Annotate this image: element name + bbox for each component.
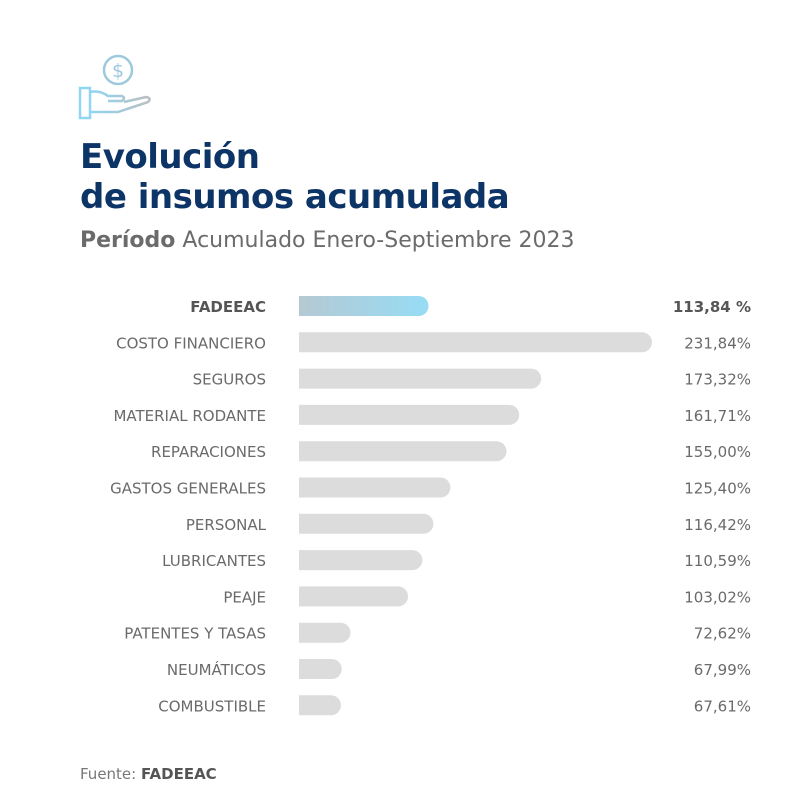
- category-label: PEAJE: [223, 588, 266, 606]
- category-label: MATERIAL RODANTE: [113, 407, 266, 425]
- subtitle: Período Acumulado Enero-Septiembre 2023: [80, 228, 574, 253]
- value-label: 231,84%: [684, 334, 751, 352]
- hand-with-dollar-coin-icon: $: [78, 54, 151, 120]
- category-label: LUBRICANTES: [162, 552, 266, 570]
- value-label: 72,62%: [694, 625, 751, 643]
- source-name: FADEEAC: [140, 765, 217, 783]
- source-label: Fuente:: [80, 765, 141, 783]
- category-label: PATENTES Y TASAS: [124, 625, 266, 643]
- category-label: COSTO FINANCIERO: [116, 334, 266, 352]
- subtitle-period: Acumulado Enero-Septiembre 2023: [175, 228, 575, 253]
- value-label: 110,59%: [684, 552, 751, 570]
- svg-text:$: $: [112, 60, 124, 82]
- bar: [299, 404, 520, 425]
- bar: [299, 659, 342, 679]
- bar: [299, 477, 451, 498]
- category-label: COMBUSTIBLE: [158, 697, 266, 715]
- value-label: 155,00%: [684, 443, 751, 461]
- value-label: 67,61%: [694, 697, 751, 715]
- source-note: Fuente: FADEEAC: [80, 765, 217, 783]
- subtitle-bold: Período: [80, 228, 176, 253]
- category-label: REPARACIONES: [151, 443, 266, 461]
- category-label: FADEEAC: [190, 298, 266, 316]
- bar: [299, 441, 507, 462]
- title-line-1: Evolución: [80, 137, 260, 177]
- bar: [299, 622, 351, 643]
- category-label: SEGUROS: [193, 371, 266, 389]
- value-label: 116,42%: [684, 516, 751, 534]
- category-label: GASTOS GENERALES: [110, 480, 266, 498]
- bar: [299, 332, 653, 353]
- category-label: NEUMÁTICOS: [167, 660, 266, 679]
- value-label: 161,71%: [684, 407, 751, 425]
- bar: [299, 513, 434, 534]
- value-label: 103,02%: [684, 588, 751, 606]
- title-line-2: de insumos acumulada: [80, 177, 510, 217]
- bar: [299, 586, 409, 607]
- value-label: 173,32%: [684, 371, 751, 389]
- value-label: 67,99%: [694, 661, 751, 679]
- bar: [299, 550, 423, 571]
- value-label: 113,84 %: [673, 298, 751, 316]
- bar: [299, 695, 342, 716]
- value-label: 125,40%: [684, 480, 751, 498]
- bar: [299, 368, 542, 389]
- bar-highlight: [299, 296, 429, 316]
- category-label: PERSONAL: [186, 516, 267, 534]
